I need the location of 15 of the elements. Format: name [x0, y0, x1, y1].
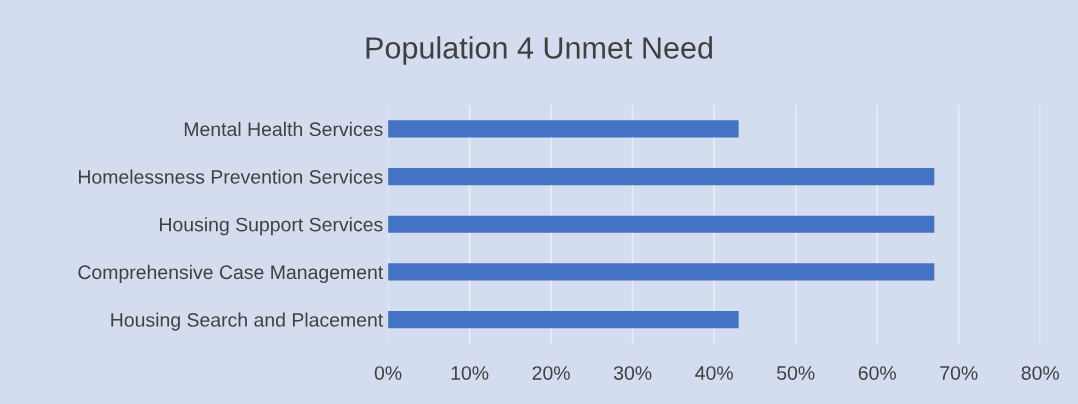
y-tick-label: Housing Support Services: [160, 217, 383, 236]
x-tick-label: 20%: [532, 366, 570, 380]
y-tick-label: Mental Health Services: [184, 121, 383, 137]
x-tick-label: 70%: [940, 366, 978, 380]
y-tick-label: Comprehensive Case Management: [78, 264, 384, 283]
x-tick-label: 0%: [374, 366, 402, 380]
chart-title: Population 4 Unmet Need: [366, 36, 712, 65]
x-tick-label: 60%: [858, 366, 896, 380]
y-tick-label: Homelessness Prevention Services: [78, 169, 383, 184]
x-tick-label: 50%: [777, 366, 815, 380]
x-tick-label: 10%: [451, 366, 489, 380]
x-tick-label: 40%: [695, 366, 733, 380]
y-tick-label: Housing Search and Placement: [111, 312, 384, 331]
x-tick-label: 80%: [1021, 366, 1060, 380]
x-tick-label: 30%: [613, 366, 652, 380]
